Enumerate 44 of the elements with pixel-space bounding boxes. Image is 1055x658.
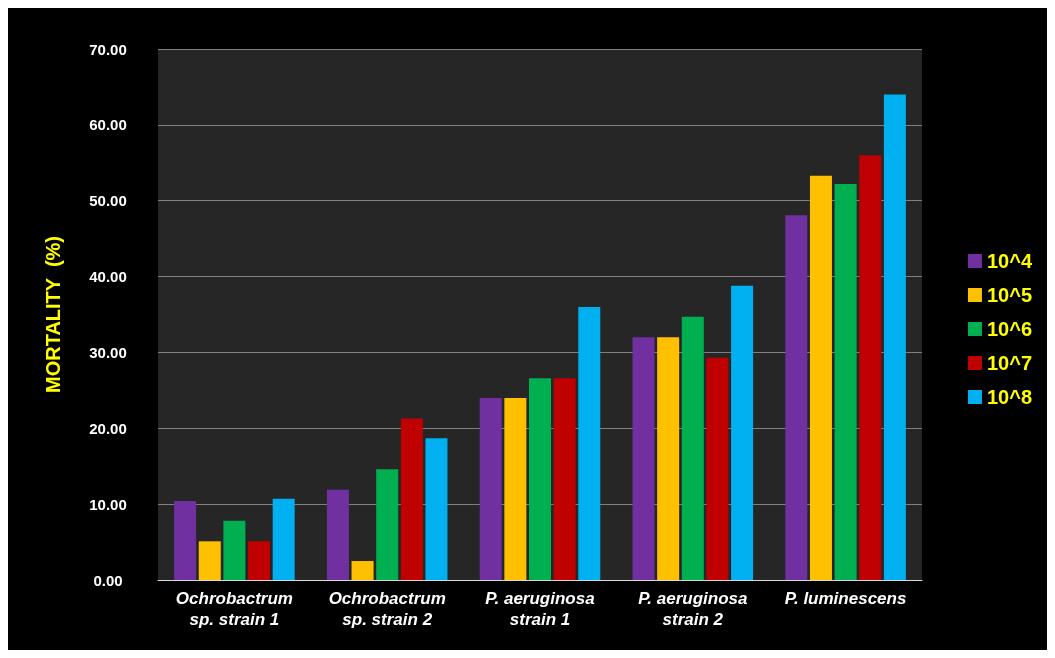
x-tick-label: P. aeruginosa strain 1 xyxy=(485,589,595,629)
y-tick-label: 60.00 xyxy=(89,116,127,134)
bar xyxy=(529,378,551,580)
bar xyxy=(834,184,857,580)
bar xyxy=(809,175,832,580)
bar xyxy=(553,378,576,580)
legend-label: 10^8 xyxy=(986,386,1033,408)
bar xyxy=(248,541,271,580)
bar xyxy=(326,489,349,580)
y-tick-label: 50.00 xyxy=(89,192,127,210)
bar xyxy=(198,541,221,580)
bar xyxy=(731,285,754,580)
bar xyxy=(223,520,246,580)
y-tick-label: 0.00 xyxy=(93,571,123,589)
bar xyxy=(425,438,448,580)
x-tick-label: Ochrobactrum sp. strain 2 xyxy=(328,589,446,629)
x-tick-label: P. aeruginosa strain 2 xyxy=(638,589,748,629)
bar xyxy=(632,337,655,580)
bar xyxy=(174,501,197,580)
bar xyxy=(883,94,906,580)
y-tick-label: 10.00 xyxy=(89,495,127,513)
x-tick-label: P. luminescens xyxy=(784,589,907,608)
bar xyxy=(400,418,423,580)
bar xyxy=(657,337,680,580)
legend-label: 10^4 xyxy=(986,250,1033,272)
legend-label: 10^5 xyxy=(986,284,1033,306)
legend-label: 10^6 xyxy=(986,318,1033,340)
x-tick-label: Ochrobactrum sp. strain 1 xyxy=(175,589,293,629)
y-axis-title: MORTALITY (%) xyxy=(42,235,64,394)
bar xyxy=(272,498,295,580)
bar xyxy=(859,155,882,580)
bar xyxy=(351,561,374,580)
bar xyxy=(479,397,502,580)
y-tick-label: 30.00 xyxy=(89,343,127,361)
y-tick-label: 40.00 xyxy=(89,268,127,286)
y-tick-label: 20.00 xyxy=(89,419,127,437)
bar xyxy=(504,397,527,580)
bar xyxy=(706,357,729,580)
bar xyxy=(376,469,399,580)
bar xyxy=(578,306,601,580)
bar xyxy=(681,316,704,580)
bar xyxy=(785,215,808,580)
y-tick-label: 70.00 xyxy=(89,40,127,58)
legend-label: 10^7 xyxy=(986,352,1033,374)
